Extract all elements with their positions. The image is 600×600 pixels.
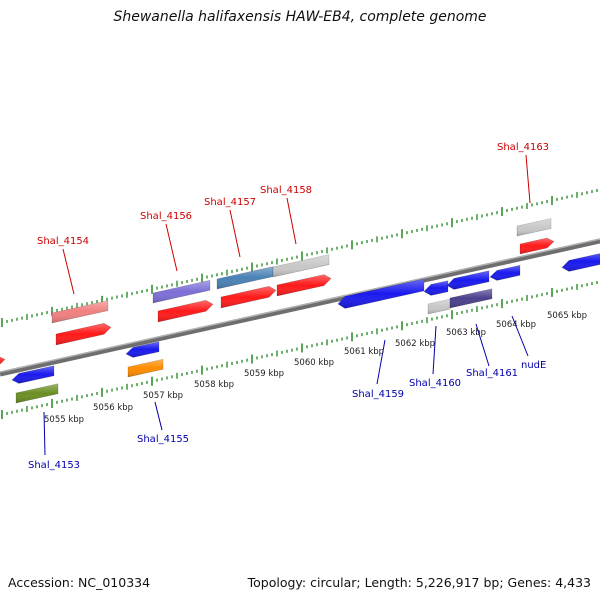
leader-shal-4156 bbox=[165, 223, 178, 272]
scale-label: 5062 kbp bbox=[395, 339, 435, 349]
scale-label: 5065 kbp bbox=[547, 311, 587, 321]
feature-shal-4154-cds-shading bbox=[56, 323, 111, 345]
feature-shal-4153-gene-shading bbox=[16, 383, 58, 403]
gene-label-nude[interactable]: nudE bbox=[521, 360, 546, 371]
feature-shal-4157-cds-shading bbox=[221, 286, 276, 308]
scale-label: 5064 kbp bbox=[496, 320, 536, 330]
feature-shal-4163-cds-shading bbox=[520, 238, 554, 254]
feature-shal-4161-cds-shading bbox=[447, 270, 489, 290]
gene-label-shal-4161[interactable]: Shal_4161 bbox=[466, 368, 518, 379]
genome-summary-text: Topology: circular; Length: 5,226,917 bp… bbox=[247, 575, 591, 590]
leader-nude bbox=[511, 315, 529, 357]
scale-labels: 5055 kbp 5056 kbp 5057 kbp 5058 kbp 5059… bbox=[44, 311, 587, 425]
accession-text: Accession: NC_010334 bbox=[8, 575, 151, 590]
feature-cds-reverse-shading bbox=[12, 365, 54, 384]
feature-nude-cds-shading bbox=[490, 265, 520, 281]
leader-shal-4161 bbox=[475, 323, 490, 367]
page-title: Shewanella halifaxensis HAW-EB4, complet… bbox=[113, 9, 487, 25]
scale-label: 5060 kbp bbox=[294, 358, 334, 368]
feature-track bbox=[0, 218, 600, 404]
feature-shal-4160-cds-shading bbox=[424, 280, 448, 296]
feature-shal-4155-gene-shading bbox=[128, 359, 163, 377]
gene-labels: Shal_4154 Shal_4156 Shal_4157 Shal_4158 … bbox=[28, 142, 549, 471]
feature-shal-4160-gene-shading bbox=[428, 299, 450, 314]
scale-label: 5056 kbp bbox=[93, 403, 133, 413]
feature-shal-4156-cds-shading bbox=[158, 300, 213, 322]
gene-label-shal-4163[interactable]: Shal_4163 bbox=[497, 142, 549, 153]
scale-label: 5063 kbp bbox=[446, 328, 486, 338]
feature-edge-cds-shading bbox=[0, 356, 5, 365]
scale-label: 5055 kbp bbox=[44, 415, 84, 425]
feature-shal-4156-gene-shading bbox=[153, 280, 210, 303]
scale-label: 5061 kbp bbox=[344, 347, 384, 357]
label-leaders bbox=[43, 154, 531, 456]
gene-label-shal-4157[interactable]: Shal_4157 bbox=[204, 197, 256, 208]
feature-shal-4157-gene-shading bbox=[217, 266, 273, 289]
feature-shal-4158-gene-shading bbox=[273, 254, 329, 277]
gene-label-shal-4153[interactable]: Shal_4153 bbox=[28, 460, 80, 471]
feature-cds-reverse-shading bbox=[126, 341, 159, 358]
gene-label-shal-4158[interactable]: Shal_4158 bbox=[260, 185, 312, 196]
leader-shal-4154 bbox=[62, 248, 75, 295]
feature-shal-4158-cds-shading bbox=[277, 274, 331, 296]
feature-shal-4154-gene-shading bbox=[52, 300, 108, 323]
scale-label: 5057 kbp bbox=[143, 391, 183, 401]
tick-track-lower bbox=[1, 280, 598, 420]
gene-label-shal-4154[interactable]: Shal_4154 bbox=[37, 236, 89, 247]
gene-label-shal-4155[interactable]: Shal_4155 bbox=[137, 434, 189, 445]
leader-shal-4163 bbox=[525, 154, 531, 204]
scale-label: 5059 kbp bbox=[244, 369, 284, 379]
gene-label-shal-4159[interactable]: Shal_4159 bbox=[352, 389, 404, 400]
backbone-line bbox=[0, 238, 600, 377]
feature-shal-4163-gene-shading bbox=[517, 218, 551, 236]
leader-shal-4155 bbox=[154, 401, 163, 431]
feature-shal-4161-gene-shading bbox=[450, 288, 492, 308]
leader-shal-4157 bbox=[229, 209, 241, 258]
leader-shal-4159 bbox=[376, 339, 386, 385]
scale-label: 5058 kbp bbox=[194, 380, 234, 390]
leader-shal-4158 bbox=[286, 197, 297, 245]
gene-label-shal-4156[interactable]: Shal_4156 bbox=[140, 211, 192, 222]
gene-label-shal-4160[interactable]: Shal_4160 bbox=[409, 378, 461, 389]
leader-shal-4153 bbox=[43, 411, 46, 456]
feature-shal-4159-cds-shading bbox=[338, 278, 424, 309]
leader-shal-4160 bbox=[432, 325, 437, 375]
feature-cds-reverse-shading bbox=[562, 253, 600, 272]
